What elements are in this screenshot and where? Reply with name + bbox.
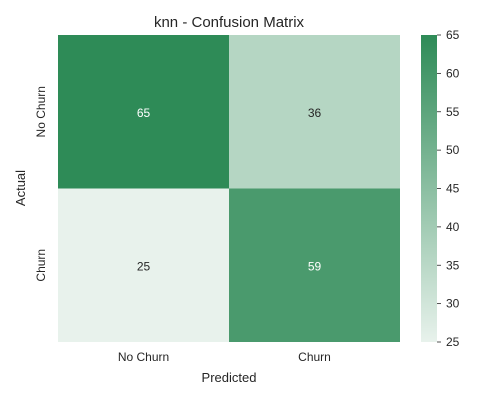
chart-title: knn - Confusion Matrix (154, 14, 305, 31)
x-tick-label: Churn (298, 350, 331, 364)
colorbar-gradient (421, 35, 437, 342)
colorbar-tick-label: 55 (446, 105, 460, 119)
cell-value-label: 59 (308, 259, 322, 273)
colorbar-tick-label: 65 (446, 28, 460, 42)
colorbar-tick-label: 40 (446, 220, 460, 234)
colorbar-tick-label: 30 (446, 297, 460, 311)
y-tick-labels: No Churn Churn (34, 86, 48, 282)
colorbar-tick-label: 45 (446, 182, 460, 196)
colorbar-tick-label: 35 (446, 258, 460, 272)
cell-value-label: 65 (137, 106, 151, 120)
colorbar: 25 30 35 40 45 50 55 60 65 (421, 28, 460, 349)
heatmap-cell (229, 188, 400, 342)
heatmap-cells: 65 36 25 59 (58, 35, 400, 342)
x-tick-label: No Churn (118, 350, 169, 364)
colorbar-tick-label: 25 (446, 335, 460, 349)
cell-value-label: 36 (308, 106, 322, 120)
y-axis-title: Actual (13, 170, 28, 206)
heatmap-cell (58, 35, 229, 189)
y-tick-label: No Churn (34, 86, 48, 137)
heatmap-cell (229, 35, 400, 189)
y-tick-label: Churn (34, 249, 48, 282)
colorbar-tick-label: 50 (446, 143, 460, 157)
x-axis-title: Predicted (202, 370, 257, 385)
x-tick-labels: No Churn Churn (118, 350, 331, 364)
colorbar-tick-label: 60 (446, 66, 460, 80)
cell-value-label: 25 (137, 259, 151, 273)
heatmap-cell (58, 188, 229, 342)
